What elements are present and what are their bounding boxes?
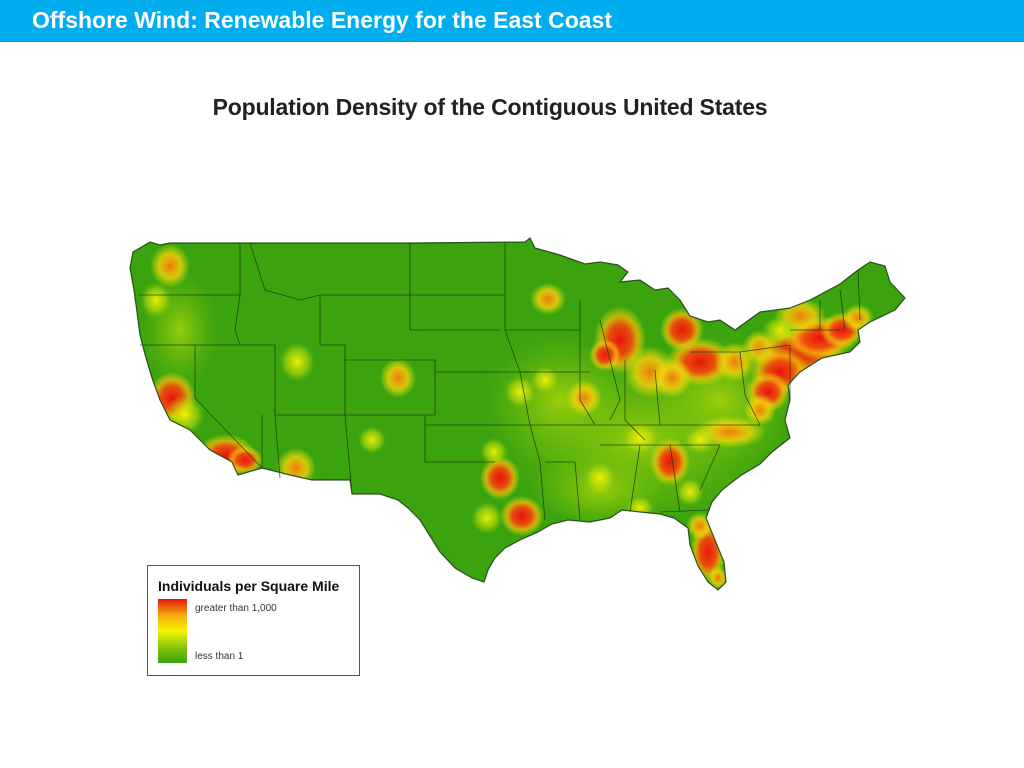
hotspot-minneapolis [530, 283, 566, 315]
legend-low-label: less than 1 [195, 651, 244, 662]
hotspot-phoenix [276, 448, 316, 488]
hotspot-kansas-city [504, 376, 536, 408]
hotspot-st-louis [566, 380, 602, 416]
hotspot-seattle [150, 244, 190, 288]
title-bar: Offshore Wind: Renewable Energy for the … [0, 0, 1024, 42]
map-title: Population Density of the Contiguous Uni… [212, 94, 768, 120]
hotspot-atlanta [650, 438, 690, 486]
hotspot-nashville [622, 422, 658, 454]
hotspot-houston [500, 496, 544, 536]
us-population-density-map [129, 237, 906, 591]
hotspot-dallas [480, 456, 520, 500]
state-borders [129, 237, 906, 591]
map-legend: Individuals per Square Mile greater than… [147, 565, 360, 676]
hotspot-portland [140, 282, 172, 318]
legend-high-label: greater than 1,000 [195, 603, 277, 614]
legend-color-ramp [158, 599, 187, 663]
slide-title: Offshore Wind: Renewable Energy for the … [32, 7, 612, 33]
hotspot-denver [380, 358, 416, 398]
density-overlay [140, 244, 874, 590]
hotspot-salt-lake [279, 342, 315, 382]
legend-title: Individuals per Square Mile [158, 578, 340, 594]
hotspot-san-antonio [471, 502, 503, 534]
